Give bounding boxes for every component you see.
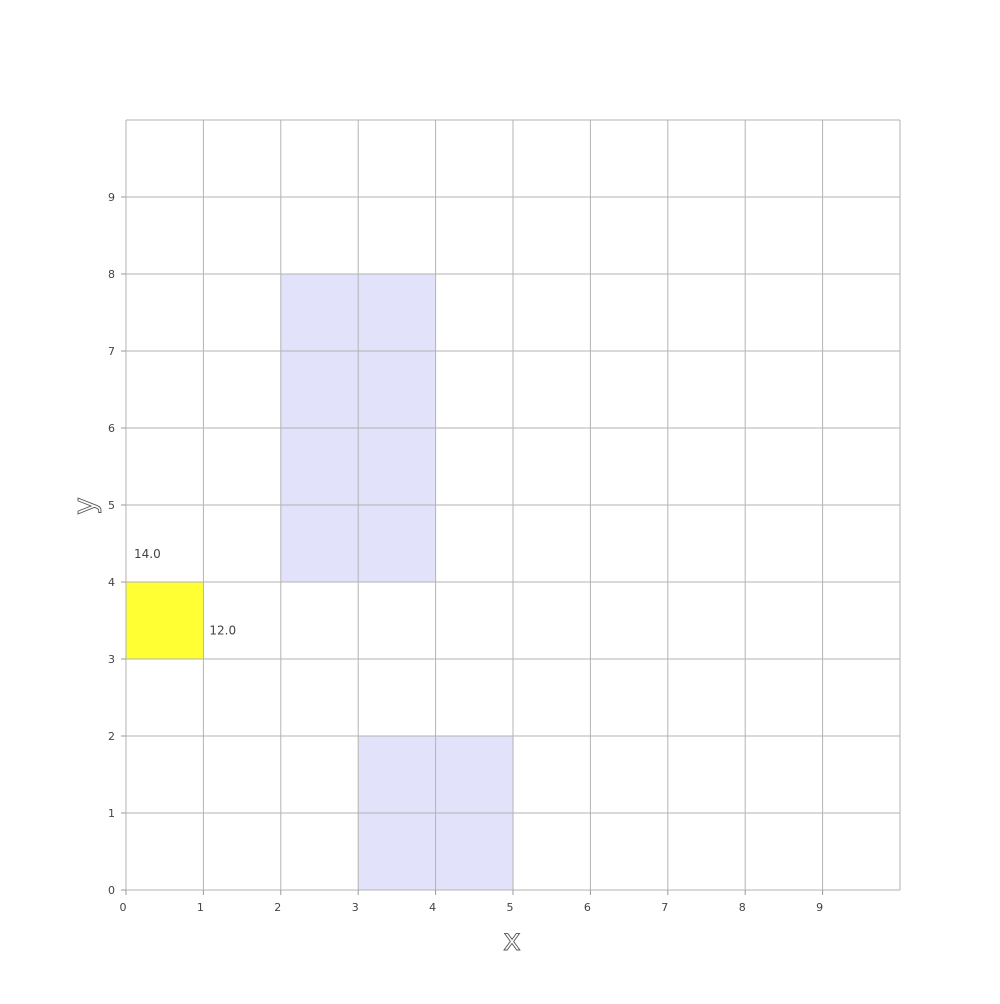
grid-lines — [125, 119, 901, 891]
x-tick-label: 1 — [197, 901, 204, 914]
highlight-cell — [126, 582, 204, 659]
y-tick-label: 1 — [108, 807, 115, 820]
y-tick-label: 6 — [108, 422, 115, 435]
x-tick-label: 3 — [352, 901, 359, 914]
x-tick-label: 8 — [739, 901, 746, 914]
x-tick-label: 7 — [661, 901, 668, 914]
highlight-layer — [126, 582, 204, 659]
y-tick-label: 5 — [108, 499, 115, 512]
x-tick-label: 2 — [274, 901, 281, 914]
x-tick-label: 6 — [584, 901, 591, 914]
axis-ticks: 0 1 2 3 4 5 6 7 8 9 0 1 2 3 4 5 6 7 8 9 — [108, 191, 824, 914]
x-tick-label: 0 — [120, 901, 127, 914]
y-tick-label: 0 — [108, 884, 115, 897]
y-tick-label: 7 — [108, 345, 115, 358]
y-tick-label: 3 — [108, 653, 115, 666]
x-axis-title: x — [503, 923, 521, 958]
x-tick-label: 5 — [507, 901, 514, 914]
y-tick-label: 4 — [108, 576, 115, 589]
highlight-top-value: 14.0 — [134, 547, 161, 561]
y-tick-label: 9 — [108, 191, 115, 204]
x-tick-label: 9 — [816, 901, 823, 914]
x-tick-label: 4 — [429, 901, 436, 914]
y-tick-label: 8 — [108, 268, 115, 281]
highlight-right-value: 12.0 — [209, 624, 236, 638]
y-axis-title: y — [68, 497, 103, 515]
y-tick-label: 2 — [108, 730, 115, 743]
